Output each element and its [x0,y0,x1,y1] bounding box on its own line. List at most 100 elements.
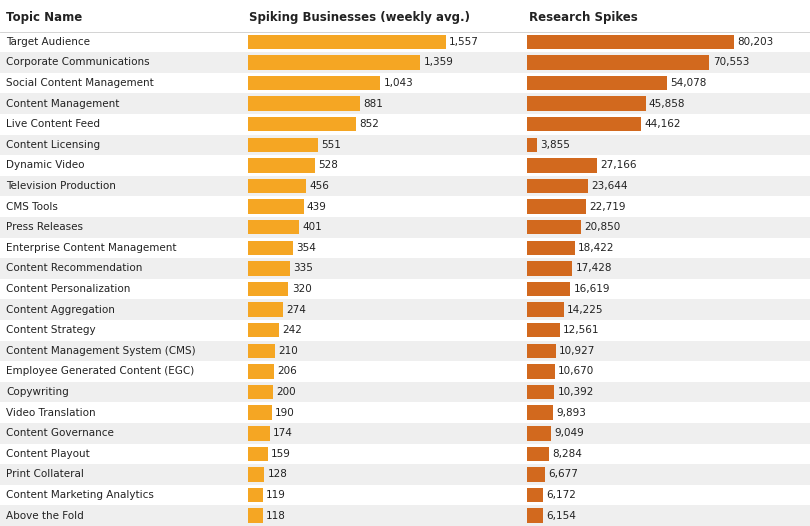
Bar [248,488,263,502]
Bar [0,176,810,196]
Text: 10,392: 10,392 [557,387,594,397]
Bar [0,73,810,94]
Text: 242: 242 [282,325,301,335]
Bar [248,261,291,276]
Bar [0,196,810,217]
Text: Content Licensing: Content Licensing [6,140,100,150]
Text: 14,225: 14,225 [567,305,603,315]
Text: 852: 852 [360,119,379,129]
Bar [0,443,810,464]
Text: 16,619: 16,619 [573,284,610,294]
Bar [527,76,667,90]
Text: Video Translation: Video Translation [6,408,96,418]
Bar [248,35,446,49]
Bar [0,217,810,238]
Text: Corporate Communications: Corporate Communications [6,57,150,67]
Bar [248,96,360,111]
Bar [527,406,553,420]
Bar [0,114,810,135]
Bar [0,258,810,279]
Bar [0,135,810,155]
Text: 528: 528 [318,160,338,170]
Text: 44,162: 44,162 [645,119,681,129]
Text: Above the Fold: Above the Fold [6,511,84,521]
Bar [0,320,810,341]
Bar [527,385,554,399]
Bar [248,426,270,440]
Bar [0,238,810,258]
Text: 80,203: 80,203 [738,37,774,47]
Text: 456: 456 [309,181,329,191]
Text: 6,677: 6,677 [548,470,578,480]
Text: 1,359: 1,359 [424,57,454,67]
Bar [527,261,573,276]
Bar [527,35,735,49]
Text: 200: 200 [276,387,296,397]
Bar [527,447,548,461]
Bar [527,426,551,440]
Bar [248,406,272,420]
Bar [248,179,305,193]
Bar [0,94,810,114]
Text: 439: 439 [307,201,326,211]
Bar [0,361,810,382]
Bar [0,155,810,176]
Text: 1,043: 1,043 [384,78,413,88]
Bar [248,509,262,523]
Text: 118: 118 [266,511,286,521]
Text: 70,553: 70,553 [713,57,749,67]
Bar [527,220,581,235]
Text: 551: 551 [321,140,341,150]
Bar [527,343,556,358]
Text: 3,855: 3,855 [540,140,570,150]
Bar [0,341,810,361]
Bar [248,117,356,132]
Text: 1,557: 1,557 [449,37,479,47]
Text: Research Spikes: Research Spikes [529,11,637,24]
Bar [248,323,279,338]
Text: 206: 206 [277,367,297,377]
Bar [527,323,560,338]
Text: 881: 881 [363,99,383,109]
Bar [248,385,273,399]
Bar [0,505,810,526]
Text: 8,284: 8,284 [552,449,582,459]
Bar [0,279,810,299]
Bar [527,241,575,255]
Bar [248,199,304,214]
Bar [248,282,288,296]
Bar [0,464,810,485]
Bar [248,447,268,461]
Text: 12,561: 12,561 [563,325,599,335]
Text: Dynamic Video: Dynamic Video [6,160,85,170]
Text: 23,644: 23,644 [591,181,628,191]
Text: 401: 401 [302,222,322,232]
Text: Enterprise Content Management: Enterprise Content Management [6,243,177,253]
Text: CMS Tools: CMS Tools [6,201,58,211]
Text: Content Strategy: Content Strategy [6,325,96,335]
Text: 174: 174 [273,428,293,438]
Text: Spiking Businesses (weekly avg.): Spiking Businesses (weekly avg.) [249,11,471,24]
Bar [527,302,564,317]
Text: Live Content Feed: Live Content Feed [6,119,100,129]
Bar [0,52,810,73]
Text: Content Aggregation: Content Aggregation [6,305,115,315]
Bar [248,138,318,152]
Text: 128: 128 [267,470,288,480]
Text: 9,893: 9,893 [556,408,586,418]
Text: Target Audience: Target Audience [6,37,91,47]
Text: 10,927: 10,927 [559,346,595,356]
Bar [527,117,642,132]
Text: 320: 320 [292,284,312,294]
Text: Content Playout: Content Playout [6,449,90,459]
Text: Content Recommendation: Content Recommendation [6,264,143,274]
Text: Topic Name: Topic Name [6,11,83,24]
Bar [527,365,555,379]
Bar [248,55,420,69]
Bar [248,467,264,482]
Bar [0,382,810,402]
Bar [0,0,810,32]
Bar [527,138,537,152]
Text: Copywriting: Copywriting [6,387,69,397]
Text: Content Management: Content Management [6,99,120,109]
